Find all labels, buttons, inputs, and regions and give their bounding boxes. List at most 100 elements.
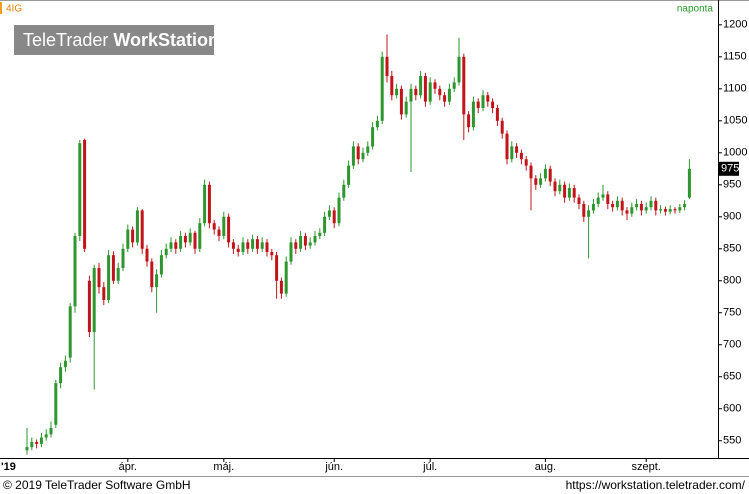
- x-tick-label: szept.: [632, 461, 661, 473]
- candle-body: [563, 184, 567, 198]
- candle-body: [529, 165, 533, 179]
- candle-body: [414, 88, 418, 96]
- candle-body: [251, 239, 255, 249]
- candle-body: [284, 261, 288, 294]
- y-tick-label: 950: [723, 179, 741, 191]
- candle-body: [140, 210, 144, 249]
- candle-body: [299, 235, 303, 249]
- candle-body: [606, 194, 610, 204]
- y-tick-label: 800: [723, 275, 741, 287]
- candle-body: [217, 229, 221, 236]
- candle-body: [515, 146, 519, 153]
- candle-body: [457, 56, 461, 83]
- y-tick-label: 1150: [723, 51, 747, 63]
- candle-body: [174, 242, 178, 249]
- last-price-box: [719, 161, 739, 176]
- candle-body: [49, 427, 53, 435]
- candle-body: [107, 255, 111, 300]
- period: naponta: [677, 4, 714, 15]
- x-tick-label: aug.: [535, 461, 556, 473]
- x-tick-label: jún.: [324, 461, 343, 473]
- candle-body: [332, 210, 336, 224]
- candle-body: [663, 209, 667, 212]
- y-tick-label: 600: [723, 403, 741, 415]
- candle-body: [231, 242, 235, 249]
- candle-body: [486, 95, 490, 102]
- candle-body: [39, 437, 43, 444]
- candle-body: [126, 229, 130, 249]
- y-tick-label: 550: [723, 435, 741, 447]
- candle-body: [534, 178, 538, 185]
- candle-body: [227, 216, 231, 243]
- candle-body: [260, 242, 264, 249]
- candle-body: [471, 101, 475, 128]
- candle-body: [25, 447, 29, 451]
- candle-body: [169, 242, 173, 249]
- candle-body: [323, 216, 327, 233]
- candle-body: [505, 133, 509, 160]
- candle-body: [447, 88, 451, 102]
- y-tick-label: 700: [723, 339, 741, 351]
- candle-body: [611, 203, 615, 208]
- candle-body: [443, 95, 447, 102]
- footer-right: https://workstation.teletrader.com/: [566, 478, 746, 492]
- candle-body: [68, 306, 72, 358]
- candle-body: [351, 146, 355, 166]
- footer-left: © 2019 TeleTrader Software GmbH: [3, 478, 191, 492]
- watermark: TeleTrader WorkStation: [23, 30, 219, 50]
- candle-body: [591, 203, 595, 211]
- candle-body: [371, 127, 375, 147]
- watermark-product: WorkStation: [113, 30, 219, 50]
- candle-body: [308, 242, 312, 246]
- candle-body: [683, 203, 687, 208]
- candle-body: [135, 210, 139, 243]
- symbol: 4IG: [6, 4, 22, 15]
- candle-body: [620, 200, 624, 211]
- candle-body: [97, 267, 101, 288]
- y-tick-label: 650: [723, 371, 741, 383]
- last-price-label: 975: [721, 163, 739, 175]
- candle-body: [212, 223, 216, 230]
- y-tick-label: 850: [723, 243, 741, 255]
- candle-body: [116, 267, 120, 281]
- candle-body: [481, 95, 485, 109]
- candle-body: [572, 187, 576, 198]
- watermark-brand: TeleTrader: [23, 30, 108, 50]
- candle-body: [83, 140, 87, 249]
- candle-body: [207, 184, 211, 224]
- candle-body: [159, 255, 163, 275]
- candle-body: [582, 203, 586, 217]
- candle-body: [539, 178, 543, 185]
- candle-body: [423, 76, 427, 102]
- candle-body: [644, 207, 648, 211]
- candle-body: [428, 82, 432, 102]
- candle-body: [198, 223, 202, 249]
- candle-body: [375, 120, 379, 128]
- candle-body: [92, 267, 96, 332]
- y-tick-label: 1000: [723, 147, 747, 159]
- candle-body: [495, 108, 499, 121]
- candle-body: [639, 203, 643, 211]
- candle-body: [289, 242, 293, 262]
- candle-body: [73, 235, 77, 307]
- candle-body: [203, 184, 207, 224]
- candle-body: [222, 216, 226, 236]
- candle-body: [183, 235, 187, 243]
- x-tick-label: ápr.: [119, 461, 137, 473]
- candle-body: [519, 152, 523, 160]
- candle-body: [476, 101, 480, 109]
- y-tick-label: 750: [723, 307, 741, 319]
- candle-body: [419, 76, 423, 96]
- candle-body: [279, 280, 283, 294]
- candle-body: [337, 197, 341, 224]
- y-tick-label: 1100: [723, 83, 747, 95]
- x-tick-label: júl.: [422, 461, 437, 473]
- watermark-box: [14, 25, 214, 55]
- candle-body: [635, 203, 639, 208]
- y-tick-label: 900: [723, 211, 741, 223]
- candle-body: [587, 210, 591, 217]
- candle-body: [164, 248, 168, 256]
- candle-body: [342, 184, 346, 198]
- candle-body: [78, 143, 82, 236]
